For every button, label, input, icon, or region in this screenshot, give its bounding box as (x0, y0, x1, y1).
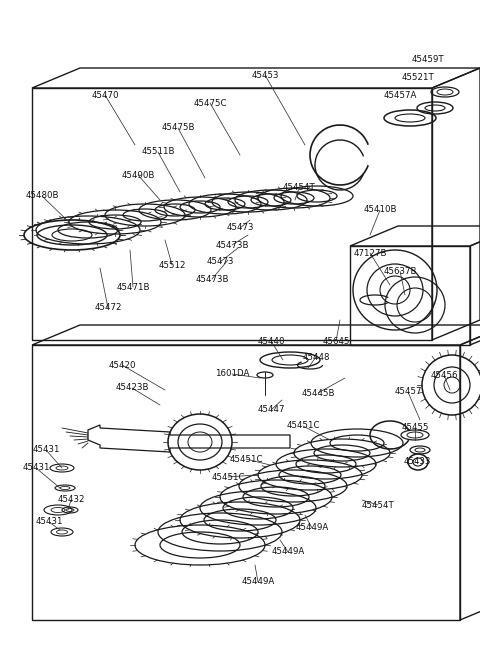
Text: 45448: 45448 (302, 352, 330, 362)
Text: 45449A: 45449A (271, 548, 305, 557)
Text: 45473B: 45473B (215, 240, 249, 250)
Text: 45432: 45432 (57, 495, 85, 504)
Text: 1601DA: 1601DA (215, 369, 249, 379)
Text: 45440: 45440 (257, 337, 285, 345)
Text: 45471B: 45471B (116, 282, 150, 291)
Text: 45459T: 45459T (412, 56, 444, 64)
Text: 47127B: 47127B (353, 248, 387, 257)
Text: 45637B: 45637B (383, 267, 417, 276)
Text: 45473: 45473 (206, 257, 234, 267)
Text: 45473: 45473 (226, 223, 254, 233)
Text: 45454T: 45454T (361, 500, 395, 510)
Text: 45645: 45645 (322, 337, 350, 345)
Text: 45456: 45456 (430, 371, 458, 379)
Text: 45480B: 45480B (25, 191, 59, 200)
Text: 45433: 45433 (403, 457, 431, 466)
Text: 45431: 45431 (22, 464, 50, 472)
Text: 45473B: 45473B (195, 274, 229, 284)
Text: 45512: 45512 (158, 261, 186, 269)
Text: 45449A: 45449A (241, 578, 275, 586)
Text: 45490B: 45490B (121, 170, 155, 179)
Text: 45454T: 45454T (283, 183, 315, 193)
Text: 45457: 45457 (394, 388, 422, 396)
Text: 45449A: 45449A (295, 523, 329, 533)
Text: 45451C: 45451C (229, 455, 263, 464)
Text: 45511B: 45511B (141, 147, 175, 157)
Text: 45470: 45470 (91, 90, 119, 100)
Text: 45472: 45472 (94, 303, 122, 312)
Text: 45447: 45447 (257, 405, 285, 415)
Text: 45451C: 45451C (211, 472, 245, 481)
Text: 45445B: 45445B (301, 388, 335, 398)
Text: 45420: 45420 (108, 360, 136, 369)
Text: 45457A: 45457A (384, 92, 417, 100)
Text: 45423B: 45423B (115, 383, 149, 392)
Text: 45475C: 45475C (193, 98, 227, 107)
Text: 45410B: 45410B (363, 206, 397, 214)
Text: 45455: 45455 (401, 424, 429, 432)
Text: 45521T: 45521T (402, 73, 434, 83)
Text: 45431: 45431 (35, 517, 63, 527)
Text: 45475B: 45475B (161, 124, 195, 132)
Text: 45453: 45453 (251, 71, 279, 79)
Text: 45431: 45431 (32, 445, 60, 455)
Text: 45451C: 45451C (286, 422, 320, 430)
